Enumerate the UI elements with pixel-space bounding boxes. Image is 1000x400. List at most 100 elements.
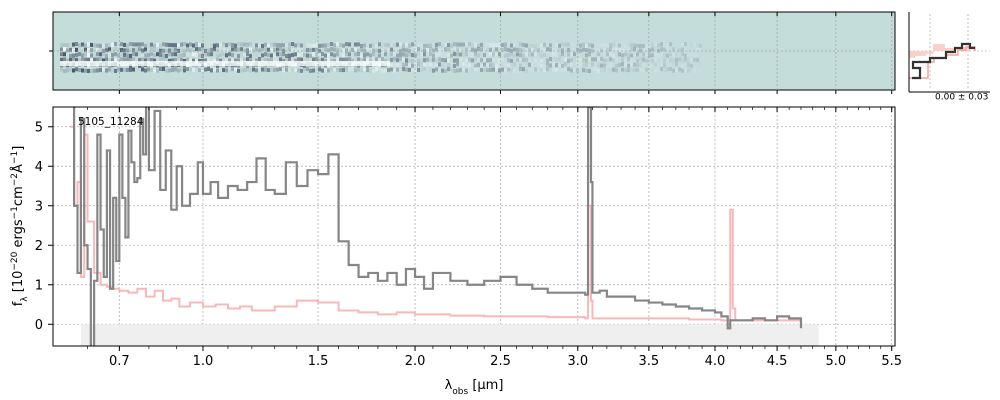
twod-pixel — [549, 43, 552, 48]
twod-pixel — [432, 57, 435, 62]
twod-pixel — [393, 52, 396, 57]
twod-pixel — [582, 47, 585, 52]
twod-pixel — [135, 47, 138, 52]
twod-pixel — [627, 68, 630, 73]
twod-pixel — [699, 58, 702, 62]
twod-pixel — [339, 57, 342, 62]
twod-pixel — [699, 62, 702, 66]
twod-pixel — [111, 42, 114, 47]
twod-pixel — [507, 53, 510, 58]
twod-pixel — [105, 57, 108, 62]
twod-pixel — [291, 58, 294, 63]
twod-pixel — [573, 52, 576, 57]
twod-pixel — [426, 57, 429, 62]
twod-pixel — [204, 52, 207, 57]
twod-spectrum-panel — [49, 11, 896, 94]
twod-pixel — [243, 48, 246, 53]
twod-pixel — [264, 58, 267, 63]
twod-pixel — [627, 42, 630, 46]
twod-pixel — [186, 67, 189, 72]
twod-pixel — [429, 43, 432, 48]
twod-pixel — [384, 52, 387, 57]
twod-pixel — [561, 57, 564, 62]
twod-pixel — [69, 47, 72, 52]
twod-pixel — [330, 67, 333, 72]
twod-pixel — [207, 43, 210, 48]
x-tick-label: 0.7 — [109, 354, 130, 369]
twod-pixel — [462, 52, 465, 57]
twod-pixel — [690, 67, 693, 71]
twod-pixel — [435, 53, 438, 58]
twod-pixel — [315, 47, 318, 52]
twod-pixel — [138, 42, 141, 47]
twod-pixel — [228, 52, 231, 57]
twod-pixel — [648, 63, 651, 68]
twod-pixel — [234, 43, 237, 48]
twod-pixel — [210, 43, 213, 48]
twod-pixel — [75, 52, 78, 57]
twod-pixel — [459, 57, 462, 62]
twod-pixel — [435, 42, 438, 47]
twod-pixel — [288, 53, 291, 58]
twod-pixel — [360, 47, 363, 52]
twod-pixel — [312, 47, 315, 52]
twod-pixel — [582, 68, 585, 73]
twod-pixel — [327, 57, 330, 62]
twod-pixel — [609, 47, 612, 52]
twod-pixel — [672, 62, 675, 66]
twod-pixel — [441, 63, 444, 67]
twod-pixel — [180, 58, 183, 63]
twod-pixel — [153, 43, 156, 48]
twod-pixel — [84, 52, 87, 57]
twod-pixel — [636, 43, 639, 48]
twod-pixel — [60, 57, 63, 62]
twod-pixel — [417, 58, 420, 63]
twod-pixel — [351, 67, 354, 72]
twod-pixel — [543, 53, 546, 58]
twod-pixel — [399, 68, 402, 73]
twod-pixel — [696, 43, 699, 47]
twod-pixel — [495, 52, 498, 57]
twod-pixel — [525, 68, 528, 73]
twod-pixel — [645, 67, 648, 72]
twod-pixel — [87, 42, 90, 47]
twod-pixel — [495, 47, 498, 52]
twod-pixel — [456, 62, 459, 67]
twod-pixel — [183, 68, 186, 73]
twod-pixel — [423, 58, 426, 63]
twod-pixel — [357, 67, 360, 72]
twod-pixel — [258, 52, 261, 56]
twod-pixel — [378, 53, 381, 58]
twod-pixel — [228, 58, 231, 63]
twod-pixel — [444, 58, 447, 63]
twod-pixel — [147, 48, 150, 53]
twod-pixel — [657, 53, 660, 58]
twod-pixel — [447, 63, 450, 68]
twod-pixel — [447, 53, 450, 58]
twod-pixel — [636, 58, 639, 63]
twod-pixel — [135, 42, 138, 47]
twod-pixel — [177, 53, 180, 58]
twod-pixel — [267, 68, 270, 73]
twod-pixel — [465, 63, 468, 68]
twod-pixel — [426, 62, 429, 67]
twod-pixel — [408, 67, 411, 72]
twod-pixel — [342, 43, 345, 48]
twod-pixel — [513, 62, 516, 67]
twod-pixel — [90, 48, 93, 53]
twod-pixel — [177, 42, 180, 47]
main-frame — [52, 106, 896, 347]
twod-pixel — [114, 52, 117, 57]
twod-pixel — [126, 57, 129, 62]
twod-pixel — [681, 58, 684, 63]
twod-pixel — [201, 58, 204, 63]
twod-pixel — [594, 57, 597, 62]
twod-pixel — [117, 58, 120, 63]
twod-pixel — [522, 48, 525, 53]
twod-pixel — [636, 52, 639, 57]
twod-pixel — [465, 52, 468, 57]
twod-pixel — [645, 43, 648, 48]
twod-pixel — [621, 62, 624, 67]
twod-pixel — [288, 47, 291, 52]
